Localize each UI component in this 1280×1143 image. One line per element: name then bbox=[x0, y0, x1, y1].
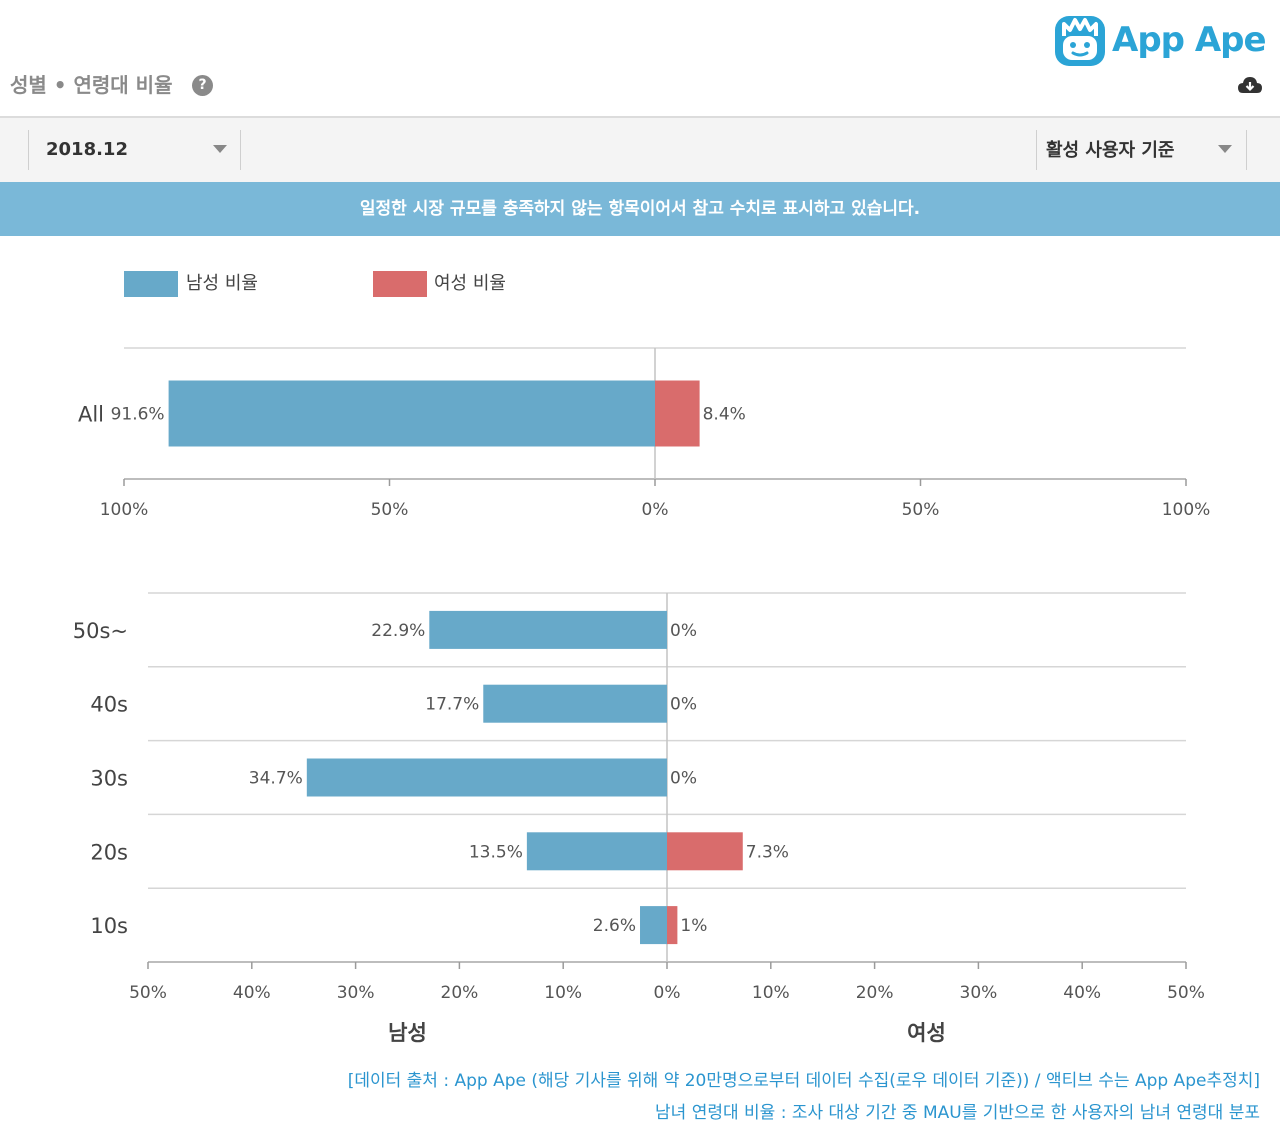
divider bbox=[240, 130, 241, 170]
basis-dropdown[interactable]: 활성 사용자 기준 bbox=[1040, 116, 1240, 182]
male-data-label: 22.9% bbox=[371, 621, 425, 641]
female-data-label: 7.3% bbox=[746, 842, 789, 862]
date-dropdown[interactable]: 2018.12 bbox=[40, 116, 235, 182]
female-data-label: 8.4% bbox=[703, 405, 746, 425]
x-tick-label: 0% bbox=[642, 500, 669, 520]
male-bar bbox=[483, 684, 667, 723]
divider bbox=[28, 130, 29, 170]
female-data-label: 0% bbox=[670, 769, 697, 789]
x-tick-label: 40% bbox=[233, 983, 271, 1003]
x-tick-label: 0% bbox=[654, 983, 681, 1003]
basis-dropdown-value: 활성 사용자 기준 bbox=[1046, 140, 1175, 161]
date-dropdown-value: 2018.12 bbox=[46, 138, 128, 160]
male-data-label: 34.7% bbox=[249, 769, 303, 789]
male-bar bbox=[306, 758, 667, 797]
chart-all: 100% 50% 0% 50% 100% All 91.6% 8.4% bbox=[78, 347, 1211, 520]
female-bar bbox=[667, 906, 678, 945]
x-tick-label: 50% bbox=[902, 500, 940, 520]
male-bar bbox=[526, 832, 667, 871]
caret-down-icon bbox=[1218, 145, 1232, 153]
female-bar bbox=[655, 380, 700, 447]
female-data-label: 0% bbox=[670, 695, 697, 715]
female-bar bbox=[667, 832, 743, 871]
x-tick-label: 50% bbox=[129, 983, 167, 1003]
x-tick-label: 20% bbox=[441, 983, 479, 1003]
male-data-label: 13.5% bbox=[469, 842, 523, 862]
category-label: 20s bbox=[90, 840, 128, 864]
legend-swatch-male bbox=[124, 271, 178, 297]
x-tick-label: 30% bbox=[337, 983, 375, 1003]
x-axis-title-female: 여성 bbox=[907, 1021, 946, 1045]
x-tick-label: 40% bbox=[1063, 983, 1101, 1003]
x-tick-label: 20% bbox=[856, 983, 894, 1003]
notice-banner: 일정한 시장 규모를 충족하지 않는 항목이어서 참고 수치로 표시하고 있습니… bbox=[0, 182, 1280, 236]
legend-swatch-female bbox=[373, 271, 427, 297]
x-tick-label: 50% bbox=[371, 500, 409, 520]
x-tick-label: 100% bbox=[1162, 500, 1211, 520]
category-label: 40s bbox=[90, 693, 128, 717]
legend-label-female: 여성 비율 bbox=[434, 273, 506, 294]
chart-age: 50% 40% 30% 20% 10% 0% 10% 20% 30% 40% 50% 50s~ 22.9… bbox=[73, 592, 1205, 1045]
female-data-label: 1% bbox=[680, 916, 707, 936]
help-icon[interactable]: ? bbox=[192, 75, 213, 96]
app-ape-logo: App Ape bbox=[1052, 8, 1270, 72]
x-tick-label: 100% bbox=[100, 500, 149, 520]
male-bar bbox=[168, 380, 655, 447]
category-label: All bbox=[78, 403, 104, 427]
female-data-label: 0% bbox=[670, 621, 697, 641]
category-label: 10s bbox=[90, 914, 128, 938]
x-tick-label: 10% bbox=[544, 983, 582, 1003]
category-label: 50s~ bbox=[73, 619, 128, 643]
male-bar bbox=[429, 610, 667, 649]
male-data-label: 91.6% bbox=[111, 405, 165, 425]
cloud-download-icon[interactable] bbox=[1237, 74, 1263, 96]
legend-label-male: 남성 비율 bbox=[186, 273, 258, 294]
ape-logo-icon bbox=[1055, 16, 1105, 66]
brand-name: App Ape bbox=[1112, 20, 1267, 60]
footnote-definition: 남녀 연령대 비율 : 조사 대상 기간 중 MAU를 기반으로 한 사용자의 … bbox=[655, 1103, 1260, 1123]
footnote-source: [데이터 출처 : App Ape (해당 기사를 위해 약 20만명으로부터 … bbox=[347, 1071, 1260, 1091]
male-bar bbox=[640, 906, 667, 945]
x-tick-label: 30% bbox=[960, 983, 998, 1003]
x-axis-title-male: 남성 bbox=[388, 1021, 427, 1045]
divider bbox=[1246, 130, 1247, 170]
x-tick-label: 50% bbox=[1167, 983, 1205, 1003]
male-data-label: 17.7% bbox=[425, 695, 479, 715]
male-data-label: 2.6% bbox=[593, 916, 636, 936]
category-label: 30s bbox=[90, 767, 128, 791]
divider bbox=[1036, 130, 1037, 170]
section-title: 성별 • 연령대 비율 bbox=[10, 73, 173, 97]
x-tick-label: 10% bbox=[752, 983, 790, 1003]
caret-down-icon bbox=[213, 145, 227, 153]
